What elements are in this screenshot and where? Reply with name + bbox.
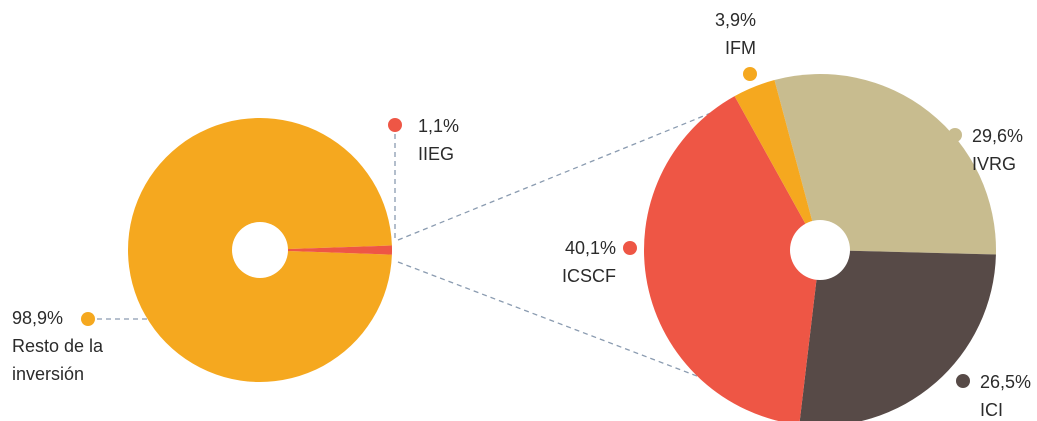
value-label: 98,9%: [12, 308, 64, 328]
legend-dot: [623, 241, 637, 255]
category-label: ICI: [980, 400, 1004, 420]
category-label: Resto de la inversión: [12, 336, 104, 384]
slice-label: 98,9% Resto de la inversión: [12, 304, 122, 388]
slice: [734, 79, 820, 250]
value-label: 29,6%: [972, 126, 1024, 146]
donut-hole: [232, 222, 288, 278]
legend-dot: [743, 67, 757, 81]
value-label: 26,5%: [980, 372, 1032, 392]
value-label: 40,1%: [564, 238, 616, 258]
connector: [397, 86, 776, 241]
slice: [644, 96, 820, 421]
slice-label: 26,5% ICI: [980, 368, 1037, 421]
slice-label: 3,9% IFM: [680, 6, 756, 62]
category-label: IFM: [725, 38, 756, 58]
slice: [799, 250, 996, 421]
legend-dot: [956, 374, 970, 388]
slice-label: 40,1% ICSCF: [540, 234, 616, 290]
legend-dot: [81, 312, 95, 326]
value-label: 1,1%: [418, 116, 460, 136]
donut-hole: [790, 220, 850, 280]
slice-label: 1,1% IIEG: [418, 112, 498, 168]
category-label: IIEG: [418, 144, 455, 164]
legend-dot: [948, 128, 962, 142]
legend-dot: [388, 118, 402, 132]
value-label: 3,9%: [714, 10, 756, 30]
slice-label: 29,6% IVRG: [972, 122, 1037, 178]
category-label: ICSCF: [562, 266, 616, 286]
category-label: IVRG: [972, 154, 1017, 174]
slice: [774, 74, 996, 255]
slice: [260, 245, 392, 255]
